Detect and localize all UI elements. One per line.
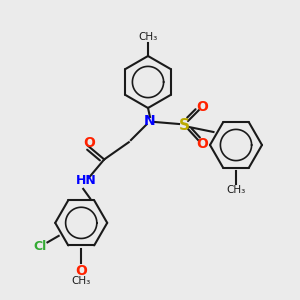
Text: O: O <box>196 137 208 151</box>
Text: HN: HN <box>76 174 97 188</box>
Text: O: O <box>83 136 95 150</box>
Text: CH₃: CH₃ <box>226 185 246 195</box>
Text: O: O <box>75 264 87 278</box>
Text: Cl: Cl <box>34 240 47 254</box>
Text: CH₃: CH₃ <box>72 276 91 286</box>
Text: O: O <box>196 100 208 114</box>
Text: CH₃: CH₃ <box>138 32 158 42</box>
Text: S: S <box>178 118 190 133</box>
Text: N: N <box>144 114 156 128</box>
